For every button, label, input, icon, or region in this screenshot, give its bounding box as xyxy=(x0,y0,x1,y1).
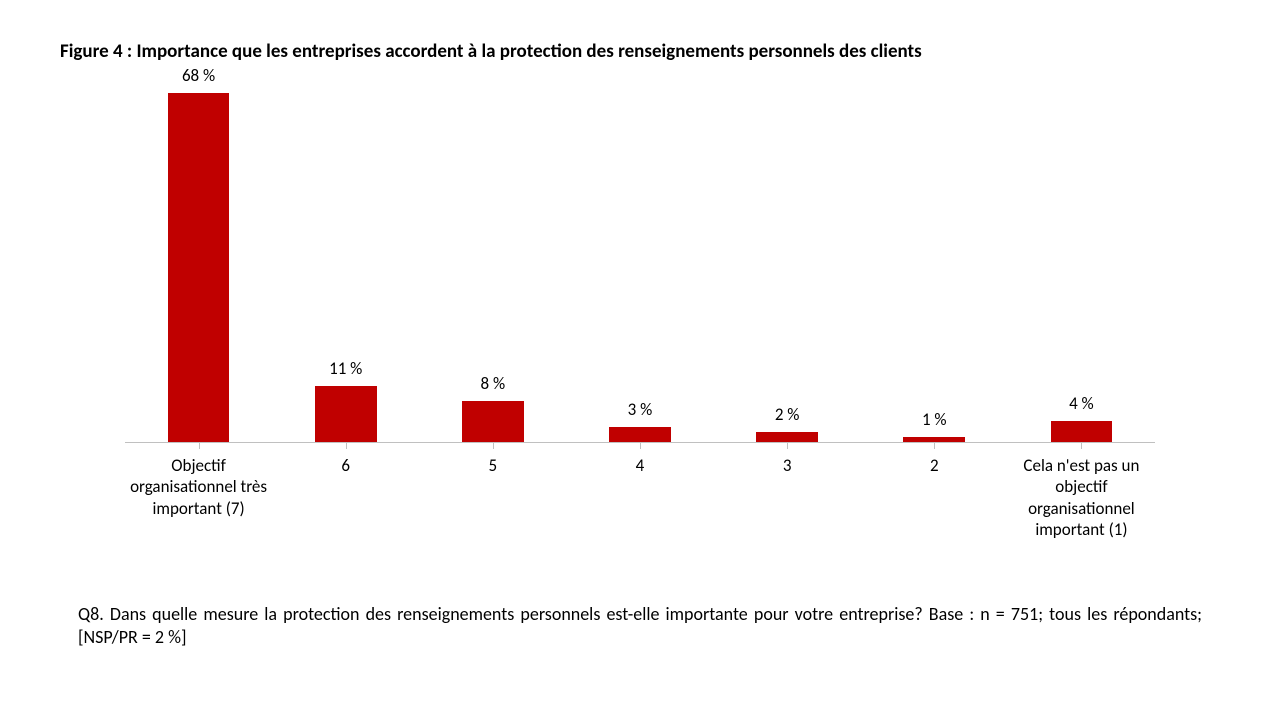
bar-slot: 11 % xyxy=(272,93,419,442)
bar-slot: 3 % xyxy=(566,93,713,442)
bar-value-label: 8 % xyxy=(481,373,506,394)
bar-value-label: 3 % xyxy=(628,399,653,420)
bar-slot: 4 % xyxy=(1008,93,1155,442)
x-category-label: Cela n'est pas un objectif organisationn… xyxy=(1008,455,1155,540)
x-tick xyxy=(493,442,494,449)
x-tick xyxy=(199,442,200,449)
bar-slot: 8 % xyxy=(419,93,566,442)
bar: 68 % xyxy=(168,93,230,442)
figure-caption: Q8. Dans quelle mesure la protection des… xyxy=(78,603,1202,650)
bar: 3 % xyxy=(609,427,671,442)
x-tick xyxy=(787,442,788,449)
x-category-label: 6 xyxy=(272,455,419,540)
x-tick xyxy=(346,442,347,449)
bar-slot: 68 % xyxy=(125,93,272,442)
x-category-label: 3 xyxy=(714,455,861,540)
x-category-label: 5 xyxy=(419,455,566,540)
bar-value-label: 11 % xyxy=(329,358,362,379)
bar-slot: 1 % xyxy=(861,93,1008,442)
x-category-label: 2 xyxy=(861,455,1008,540)
x-category-label: Objectif organisationnel très important … xyxy=(125,455,272,540)
bar: 4 % xyxy=(1051,421,1113,442)
x-tick xyxy=(640,442,641,449)
page-container: Figure 4 : Importance que les entreprise… xyxy=(0,0,1280,720)
bar-value-label: 4 % xyxy=(1069,393,1094,414)
figure-title: Figure 4 : Importance que les entreprise… xyxy=(60,40,1220,63)
plot-area: 68 % 11 % 8 % 3 % xyxy=(125,93,1155,443)
x-category-label: 4 xyxy=(566,455,713,540)
bar-chart: 68 % 11 % 8 % 3 % xyxy=(125,93,1155,573)
x-tick xyxy=(1081,442,1082,449)
bar: 11 % xyxy=(315,386,377,442)
x-tick xyxy=(934,442,935,449)
bar-value-label: 2 % xyxy=(775,404,800,425)
bar: 2 % xyxy=(756,432,818,442)
x-axis-labels: Objectif organisationnel très important … xyxy=(125,455,1155,540)
bar-slot: 2 % xyxy=(714,93,861,442)
bar-value-label: 68 % xyxy=(182,65,215,86)
bar: 8 % xyxy=(462,401,524,442)
bar-value-label: 1 % xyxy=(922,409,947,430)
